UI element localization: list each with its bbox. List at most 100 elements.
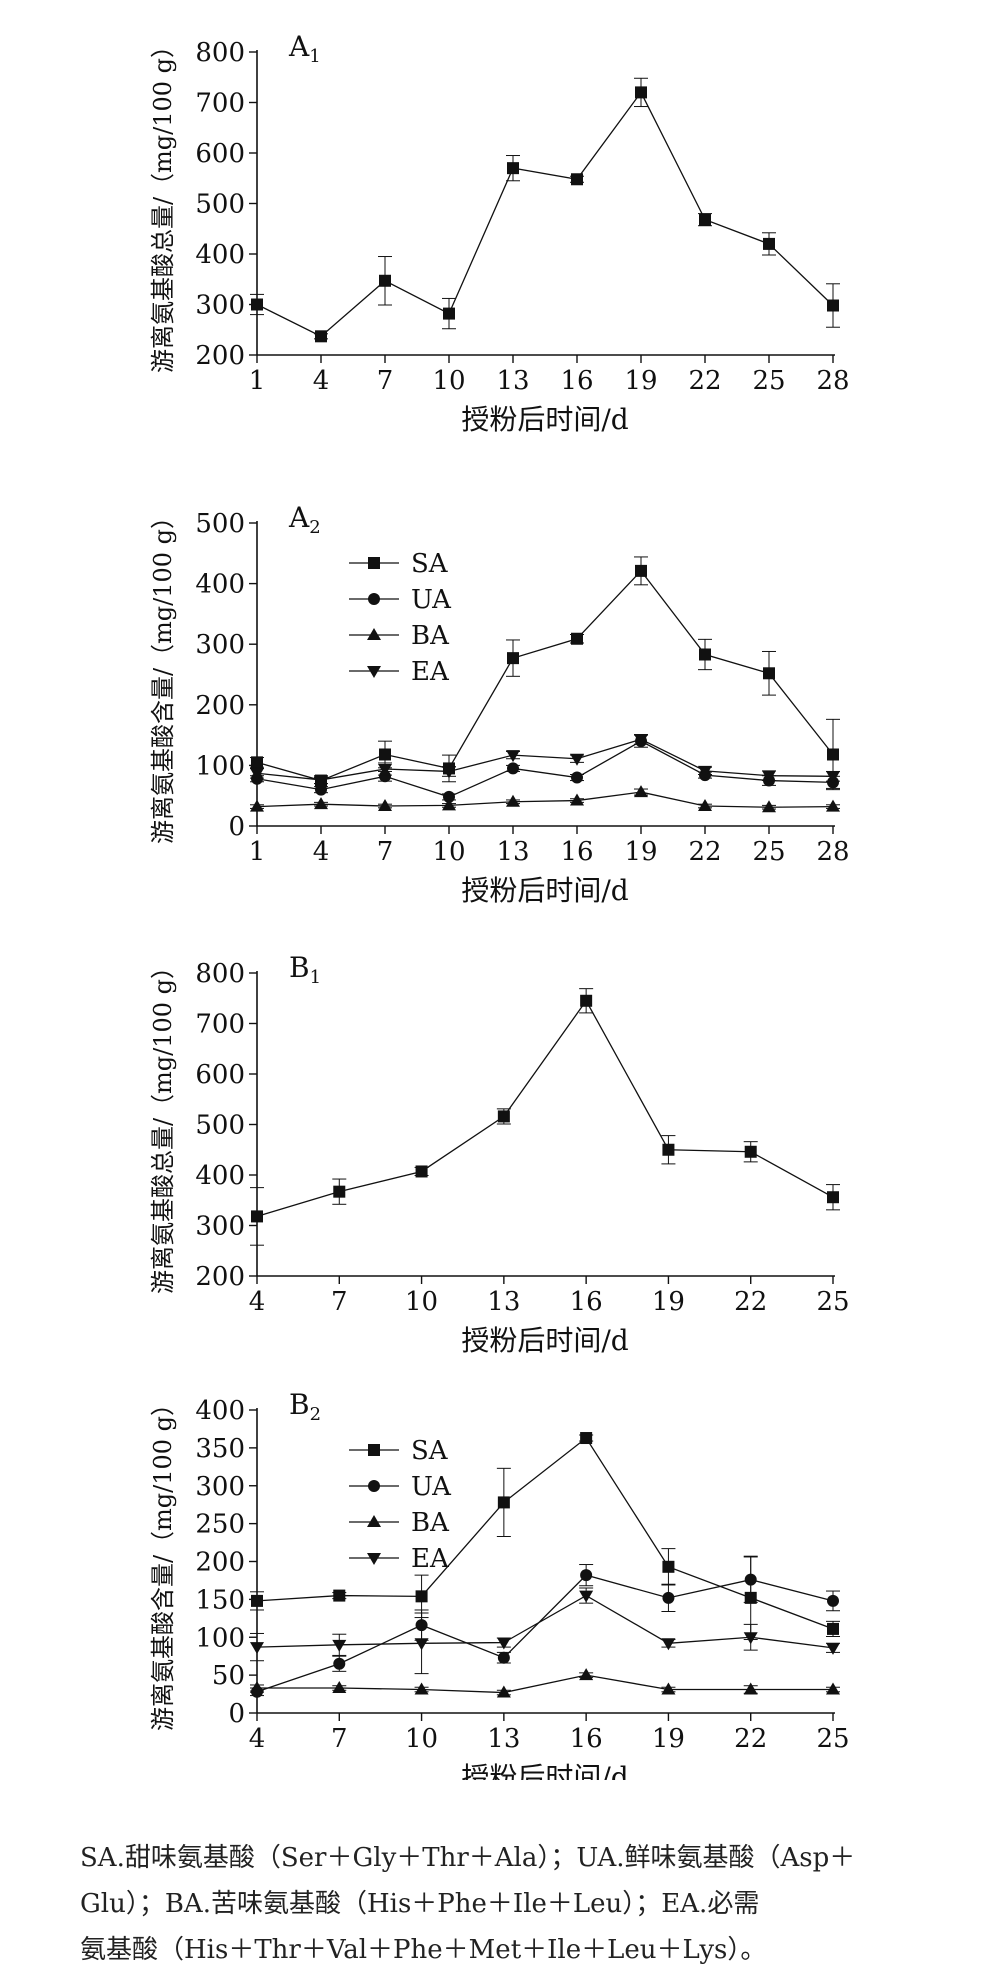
- x-tick-label: 16: [560, 366, 593, 396]
- series-ea: [250, 1587, 840, 1675]
- panel-label-subscript: 2: [310, 1404, 321, 1425]
- legend-label: BA: [411, 1508, 450, 1538]
- legend-label: BA: [411, 621, 450, 651]
- data-point: [443, 307, 455, 320]
- data-point: [315, 330, 327, 343]
- data-point: [635, 564, 647, 577]
- data-point: [827, 748, 839, 761]
- data-point: [744, 1573, 757, 1586]
- y-tick-label: 400: [195, 1396, 245, 1426]
- y-tick-label: 500: [195, 1111, 245, 1141]
- data-point: [570, 793, 584, 806]
- panel-label: B2: [289, 1388, 321, 1425]
- data-point: [827, 1622, 839, 1635]
- data-point: [251, 1594, 263, 1607]
- data-point: [333, 1589, 346, 1602]
- legend-label: SA: [411, 549, 449, 579]
- x-tick-label: 7: [377, 837, 394, 867]
- y-tick-label: 100: [195, 751, 245, 781]
- y-tick-label: 200: [195, 691, 245, 721]
- y-tick-label: 800: [195, 959, 245, 989]
- x-tick-label: 10: [405, 1287, 438, 1317]
- series-total: [250, 77, 840, 343]
- series-line: [257, 1674, 833, 1694]
- data-point: [571, 632, 583, 645]
- x-tick-label: 1: [249, 366, 266, 396]
- data-point: [580, 994, 593, 1007]
- data-point: [506, 794, 520, 807]
- data-point: [250, 768, 264, 781]
- x-tick-label: 19: [652, 1724, 685, 1754]
- data-point: [442, 766, 456, 779]
- series-line: [256, 738, 834, 781]
- x-tick-label: 4: [313, 366, 330, 396]
- data-point: [580, 1569, 593, 1582]
- chart-panel: 200 300 400 500 600 700 800 1 4 7 10 13 16 19 22 25 28 授粉…: [149, 30, 850, 436]
- data-point: [827, 1594, 839, 1607]
- legend-marker: [368, 1480, 380, 1492]
- data-point: [763, 667, 775, 680]
- legend-label: EA: [411, 657, 450, 687]
- data-point: [379, 274, 391, 287]
- legend-marker: [367, 628, 381, 640]
- legend-label: UA: [411, 1472, 452, 1502]
- legend-marker: [368, 593, 380, 605]
- data-point: [579, 1590, 594, 1603]
- data-point: [251, 756, 263, 769]
- series-ba: [250, 785, 840, 813]
- data-point: [826, 1682, 840, 1695]
- data-point: [315, 783, 327, 796]
- legend: SA UA BA EA: [349, 1436, 452, 1574]
- data-point: [250, 1681, 264, 1694]
- x-tick-label: 22: [734, 1724, 767, 1754]
- y-tick-label: 250: [195, 1510, 245, 1540]
- panel-label-subscript: 1: [310, 967, 321, 988]
- x-tick-label: 25: [752, 837, 785, 867]
- data-point: [826, 1642, 840, 1655]
- data-point: [333, 1185, 346, 1198]
- data-point: [442, 798, 456, 811]
- data-point: [579, 1668, 594, 1681]
- x-tick-label: 4: [249, 1287, 266, 1317]
- chart-panel: 0 100 200 300 400 500 1 4 7 10 13 16 19 22 25 28 授粉后时间/d…: [149, 501, 850, 907]
- x-tick-label: 28: [816, 366, 849, 396]
- y-tick-label: 150: [195, 1585, 245, 1615]
- data-point: [827, 299, 839, 312]
- y-tick-label: 500: [195, 190, 245, 220]
- x-tick-label: 13: [487, 1287, 520, 1317]
- x-tick-label: 4: [313, 837, 330, 867]
- data-point: [251, 1210, 263, 1223]
- data-point: [497, 1496, 510, 1509]
- data-point: [634, 734, 648, 747]
- series-line: [256, 1437, 834, 1630]
- x-tick-label: 16: [560, 837, 593, 867]
- data-point: [414, 1682, 429, 1695]
- x-tick-label: 16: [570, 1287, 603, 1317]
- legend-marker: [367, 1553, 381, 1565]
- x-tick-label: 22: [734, 1287, 767, 1317]
- data-point: [333, 1657, 346, 1670]
- caption-line-3: 氨基酸（His＋Thr＋Val＋Phe＋Met＋Ile＋Leu＋Lys）。: [80, 1935, 767, 1965]
- data-point: [251, 298, 263, 311]
- x-axis-label: 授粉后时间/d: [461, 1761, 628, 1780]
- data-point: [314, 797, 328, 810]
- x-tick-label: 10: [405, 1724, 438, 1754]
- panel-label: A1: [288, 30, 321, 67]
- legend-marker: [367, 1515, 381, 1527]
- data-point: [443, 790, 455, 803]
- data-point: [507, 762, 519, 775]
- caption-line-1: SA.甜味氨基酸（Ser＋Gly＋Thr＋Ala）；UA.鲜味氨基酸（Asp＋: [80, 1843, 856, 1873]
- series-ua: [250, 1556, 840, 1698]
- data-point: [762, 770, 776, 783]
- x-axis-label: 授粉后时间/d: [461, 874, 628, 907]
- data-point: [379, 748, 391, 761]
- legend-marker: [368, 557, 380, 569]
- x-tick-label: 7: [331, 1724, 348, 1754]
- y-tick-label: 400: [195, 240, 245, 270]
- x-tick-label: 16: [570, 1724, 603, 1754]
- data-point: [378, 799, 392, 812]
- data-point: [635, 86, 647, 99]
- legend-marker: [368, 1444, 380, 1456]
- x-tick-label: 13: [487, 1724, 520, 1754]
- legend-label: SA: [411, 1436, 449, 1466]
